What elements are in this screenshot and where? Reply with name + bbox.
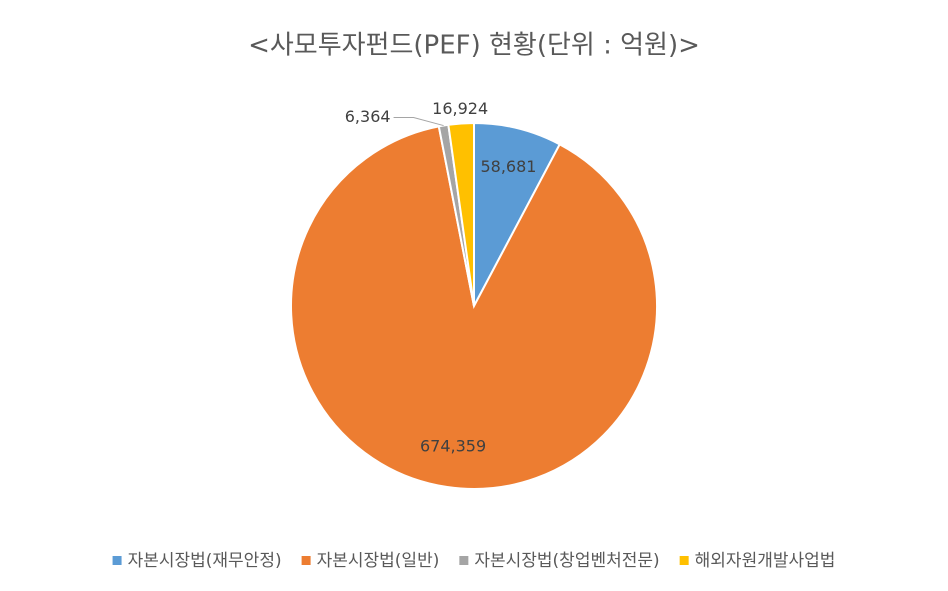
- legend-marker: [112, 556, 122, 565]
- legend-marker: [679, 556, 689, 565]
- legend-marker: [301, 556, 311, 565]
- legend-label: 자본시장법(일반): [317, 551, 440, 571]
- data-label: 6,364: [345, 107, 391, 126]
- legend-label: 자본시장법(재무안정): [128, 551, 282, 571]
- data-label: 58,681: [480, 157, 536, 176]
- pie-slice: [447, 121, 475, 307]
- data-label: 16,924: [432, 99, 488, 118]
- leader-line: [393, 117, 444, 127]
- legend-label: 해외자원개발사업법: [695, 551, 836, 571]
- data-label: 674,359: [420, 437, 486, 456]
- legend-marker: [459, 556, 469, 565]
- legend-label: 자본시장법(창업벤처전문): [474, 551, 659, 571]
- chart-title: <사모투자펀드(PEF) 현황(단위 : 억원)>: [248, 31, 700, 61]
- pie-slice: [290, 125, 658, 490]
